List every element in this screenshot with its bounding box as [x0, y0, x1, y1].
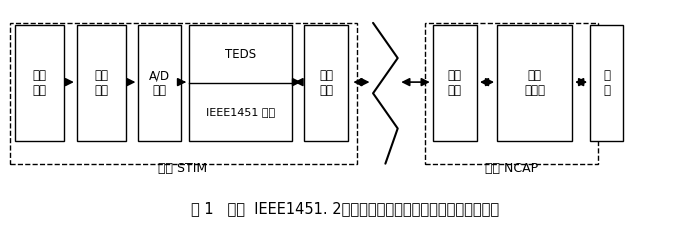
Text: 蓝牙
模块: 蓝牙 模块	[319, 69, 333, 97]
Text: 信号
调理: 信号 调理	[95, 69, 108, 97]
Bar	[77, 25, 126, 141]
Text: A/D
转换: A/D 转换	[149, 69, 170, 97]
Bar	[189, 25, 292, 141]
Bar	[10, 23, 357, 164]
Text: 无线 NCAP: 无线 NCAP	[485, 162, 538, 175]
Text: 网
络: 网 络	[603, 69, 610, 97]
Bar	[138, 25, 181, 141]
Text: TEDS: TEDS	[225, 48, 256, 61]
Bar	[433, 25, 477, 141]
Text: 图 1   基于  IEEE1451. 2和蓝牙协议的无线网络化传感器体系结构: 图 1 基于 IEEE1451. 2和蓝牙协议的无线网络化传感器体系结构	[191, 201, 499, 216]
Bar	[15, 25, 64, 141]
Bar	[590, 25, 623, 141]
Text: 蓝牙
模块: 蓝牙 模块	[448, 69, 462, 97]
Bar	[304, 25, 348, 141]
Text: 无线 STIM: 无线 STIM	[158, 162, 208, 175]
Text: IEEE1451 逻辑: IEEE1451 逻辑	[206, 107, 275, 117]
Text: 传感
元件: 传感 元件	[32, 69, 47, 97]
Text: 网络
适配器: 网络 适配器	[524, 69, 545, 97]
Bar	[497, 25, 572, 141]
Bar	[370, 21, 401, 166]
Bar	[425, 23, 598, 164]
